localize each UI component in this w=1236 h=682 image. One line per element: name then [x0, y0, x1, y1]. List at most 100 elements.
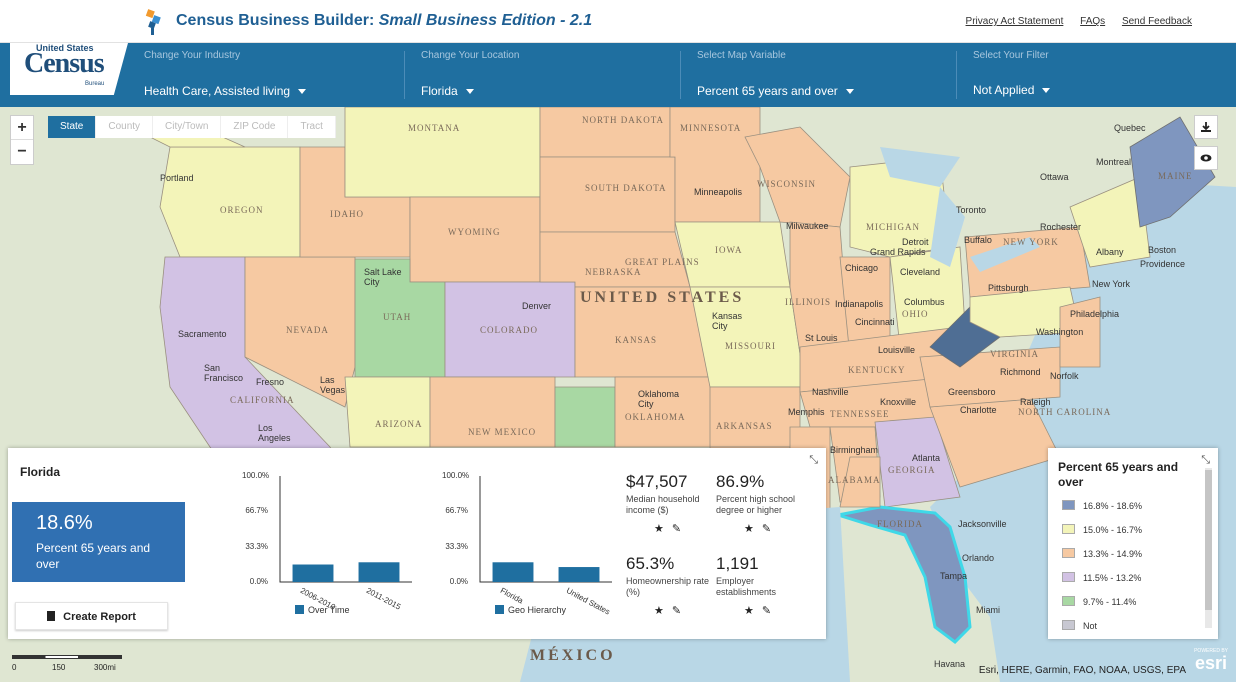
legend-item: 15.0% - 16.7% — [1062, 524, 1142, 535]
map-label-city: Washington — [1036, 327, 1084, 337]
y-tick-label: 66.7% — [245, 506, 268, 516]
y-tick-label: 33.3% — [245, 541, 268, 551]
pencil-icon[interactable]: ✎ — [761, 523, 780, 535]
chevron-down-icon — [465, 89, 474, 95]
map-label-state: NEBRASKA — [585, 267, 642, 277]
headline-label: Percent 65 years and over — [36, 541, 151, 571]
map-legend: Percent 65 years and over ⤡ 16.8% - 18.6… — [1048, 448, 1218, 639]
privacy-link[interactable]: Privacy Act Statement — [965, 16, 1064, 27]
feedback-link[interactable]: Send Feedback — [1121, 16, 1192, 27]
zoom-in-button[interactable]: + — [11, 116, 33, 140]
bar[interactable] — [558, 567, 600, 582]
collapse-icon[interactable]: ⤡ — [809, 454, 818, 466]
filter-selector[interactable]: Select Your Filter Not Applied — [973, 50, 1051, 97]
location-selector[interactable]: Change Your Location Florida — [421, 50, 520, 98]
map-label-city: New York — [1092, 279, 1131, 289]
divider — [680, 51, 681, 99]
map-variable-selector[interactable]: Select Map Variable Percent 65 years and… — [697, 43, 947, 107]
geography-tabs: State County City/Town ZIP Code Tract — [48, 116, 336, 138]
map-label-state: NORTH DAKOTA — [582, 115, 664, 125]
legend-item: 9.7% - 11.4% — [1062, 596, 1136, 607]
map-label-state: WYOMING — [448, 227, 501, 237]
star-icon[interactable]: ★ — [744, 523, 762, 535]
chevron-down-icon — [298, 89, 307, 95]
map-label-city: Chicago — [845, 263, 879, 273]
create-report-button[interactable]: Create Report — [15, 602, 168, 630]
map-label-city: Knoxville — [880, 397, 917, 407]
map-label-state: NEW YORK — [1003, 237, 1059, 247]
map-label-city: Milwaukee — [786, 221, 829, 231]
legend-label: 11.5% - 13.2% — [1083, 573, 1142, 583]
stat-median-income: $47,507 Median household income ($) ★✎ — [626, 472, 700, 535]
pencil-icon[interactable]: ✎ — [761, 605, 780, 617]
legend-label: 9.7% - 11.4% — [1083, 597, 1137, 607]
tab-tract[interactable]: Tract — [288, 116, 336, 138]
collapse-icon[interactable]: ⤡ — [1201, 454, 1210, 466]
chevron-down-icon — [845, 89, 854, 95]
stat-homeownership: 65.3% Homeownership rate (%) ★✎ — [626, 554, 710, 617]
census-logo[interactable]: United States Census Bureau — [10, 43, 128, 95]
map-label-mexico: MÉXICO — [530, 647, 616, 664]
map-label-city: Indianapolis — [835, 299, 884, 309]
legend-scrollbar[interactable] — [1205, 468, 1212, 628]
map-label-state: COLORADO — [480, 325, 539, 335]
tab-city-town[interactable]: City/Town — [153, 116, 222, 138]
bar-chart-svg — [279, 476, 412, 583]
map-label-state: NORTH CAROLINA — [1018, 407, 1112, 417]
download-icon — [1201, 122, 1211, 132]
map-label-city: Miami — [976, 605, 1000, 615]
y-tick-label: 0.0% — [449, 577, 468, 586]
legend-swatch — [1062, 596, 1075, 606]
bar[interactable] — [292, 564, 334, 582]
map-label-state: MISSOURI — [725, 341, 777, 351]
map-label-city: Columbus — [904, 297, 945, 307]
map-label-city: Buffalo — [964, 235, 992, 245]
star-icon[interactable]: ★ — [654, 605, 672, 617]
document-icon — [47, 611, 56, 621]
map-label-state: FLORIDA — [877, 519, 924, 529]
app-logo-icon — [145, 9, 161, 35]
map-label-city: Toronto — [956, 205, 987, 215]
tab-state[interactable]: State — [48, 116, 97, 138]
download-button[interactable] — [1194, 115, 1218, 139]
industry-selector[interactable]: Change Your Industry Health Care, Assist… — [144, 43, 394, 107]
legend-item: 11.5% - 13.2% — [1062, 572, 1141, 583]
map-label-city: Oklahoma City — [638, 389, 680, 409]
map-label-state: ARKANSAS — [716, 421, 773, 431]
bar[interactable] — [358, 562, 400, 582]
faqs-link[interactable]: FAQs — [1080, 16, 1106, 27]
zoom-out-button[interactable]: − — [17, 143, 27, 160]
y-tick-label: 100.0% — [242, 471, 270, 480]
pencil-icon[interactable]: ✎ — [671, 523, 690, 535]
star-icon[interactable]: ★ — [654, 523, 672, 535]
map-label-city: Portland — [160, 173, 194, 183]
legend-item: 13.3% - 14.9% — [1062, 548, 1142, 559]
map-label-city: Fresno — [256, 377, 285, 387]
stat-establishments: 1,191 Employer establishments ★✎ — [716, 554, 780, 617]
map-label-state: MINNESOTA — [680, 123, 742, 133]
top-header: Census Business Builder: Small Business … — [0, 0, 1236, 43]
filter-value: Not Applied — [973, 83, 1035, 97]
map-label-city: Greensboro — [948, 387, 996, 397]
map-label-city: Charlotte — [960, 405, 997, 415]
map-label-city: Boston — [1148, 245, 1177, 255]
legend-swatch — [1062, 572, 1075, 582]
pencil-icon[interactable]: ✎ — [671, 605, 690, 617]
visibility-button[interactable] — [1194, 146, 1218, 170]
legend-item: 16.8% - 18.6% — [1062, 500, 1142, 511]
map-label-city: Las Vegas — [320, 375, 346, 395]
map-label-city: San Francisco — [204, 363, 244, 383]
y-tick-label: 33.3% — [445, 541, 468, 551]
bar[interactable] — [492, 562, 534, 582]
legend-swatch — [1062, 548, 1075, 558]
legend-label: 16.8% - 18.6% — [1083, 501, 1143, 511]
map-label-city: Kansas City — [712, 311, 743, 331]
map-variable-value: Percent 65 years and over — [697, 84, 838, 98]
tab-county[interactable]: County — [96, 116, 154, 138]
map-label-city: Tampa — [940, 571, 968, 581]
map-label-state: ARIZONA — [375, 419, 423, 429]
tab-zip-code[interactable]: ZIP Code — [221, 116, 289, 138]
map-label-city: Jacksonville — [958, 519, 1007, 529]
star-icon[interactable]: ★ — [744, 605, 762, 617]
map-label-city: Raleigh — [1020, 397, 1051, 407]
